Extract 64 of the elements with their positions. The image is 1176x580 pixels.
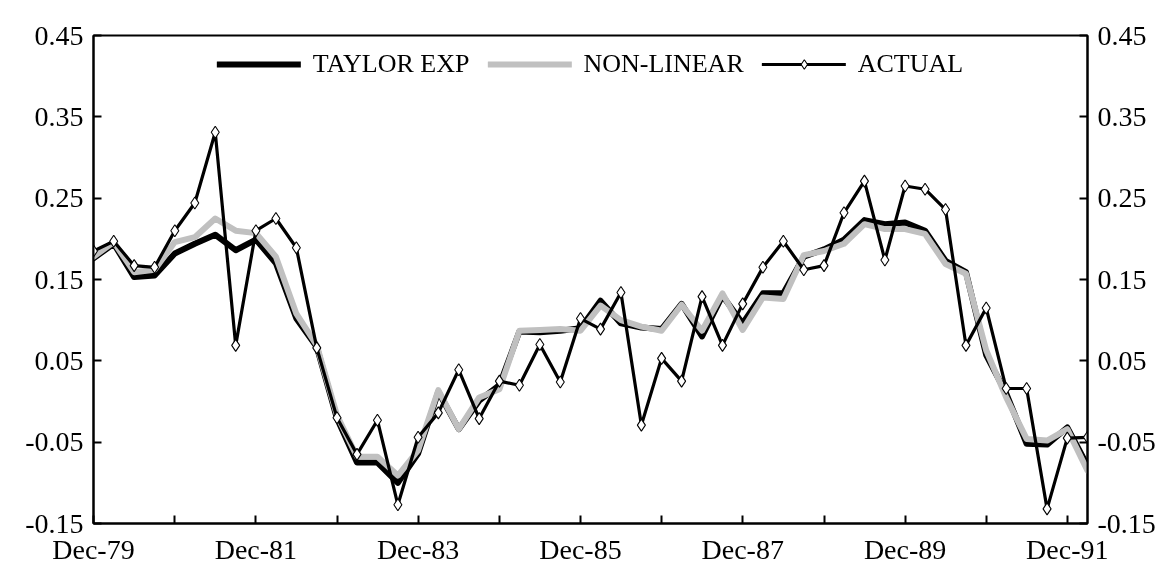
point [474,412,484,426]
legend-label: ACTUAL [857,49,964,79]
point [981,301,991,315]
legend-label: TAYLOR EXP [312,49,470,79]
point [210,125,220,139]
point [880,253,890,267]
point [778,234,788,248]
y-tick-label: 0.35 [34,100,84,132]
point [170,224,180,238]
point [697,290,707,304]
point [575,311,586,326]
y2-tick-label: 0.45 [1097,19,1147,51]
point [433,406,443,420]
point [758,260,768,274]
legend-label: NON-LINEAR [583,49,744,79]
point [190,196,200,210]
point [940,203,951,217]
point [819,259,829,273]
point [717,338,728,352]
point [920,182,930,196]
y-tick-label: 0.05 [34,344,84,376]
point [636,418,646,432]
point [799,263,809,277]
point [372,413,382,427]
point [109,234,119,248]
y2-tick-label: 0.15 [1097,263,1147,295]
y2-tick-label: 0.05 [1097,344,1147,376]
point [738,297,748,311]
point [535,338,545,352]
point [657,351,667,365]
point [291,241,301,255]
point [251,224,261,238]
point [961,338,971,352]
point [150,260,160,274]
point [352,447,362,461]
y2-tick-label: -0.05 [1097,426,1156,458]
point [393,498,403,512]
point [1062,431,1072,445]
point [595,322,606,336]
y-tick-label: 0.45 [34,19,84,51]
x-tick-label: Dec-85 [539,533,622,565]
point [129,259,139,273]
point [839,206,849,220]
point [332,411,342,425]
point [454,363,464,377]
point [231,338,241,352]
point [494,374,504,388]
y2-tick-label: 0.35 [1097,100,1147,132]
point [677,374,687,388]
x-tick-label: Dec-89 [863,533,947,565]
point [514,378,524,392]
point [312,341,322,355]
y-tick-label: 0.15 [34,263,84,295]
x-tick-label: Dec-87 [701,533,784,565]
point [1042,502,1052,516]
point [859,174,869,188]
y2-tick-label: 0.25 [1097,182,1147,214]
point [413,430,423,444]
point [555,375,565,389]
x-tick-label: Dec-81 [214,533,298,565]
point [900,179,910,193]
y-tick-label: 0.25 [34,182,84,214]
x-tick-label: Dec-83 [376,533,460,565]
y-tick-label: -0.05 [25,426,84,458]
